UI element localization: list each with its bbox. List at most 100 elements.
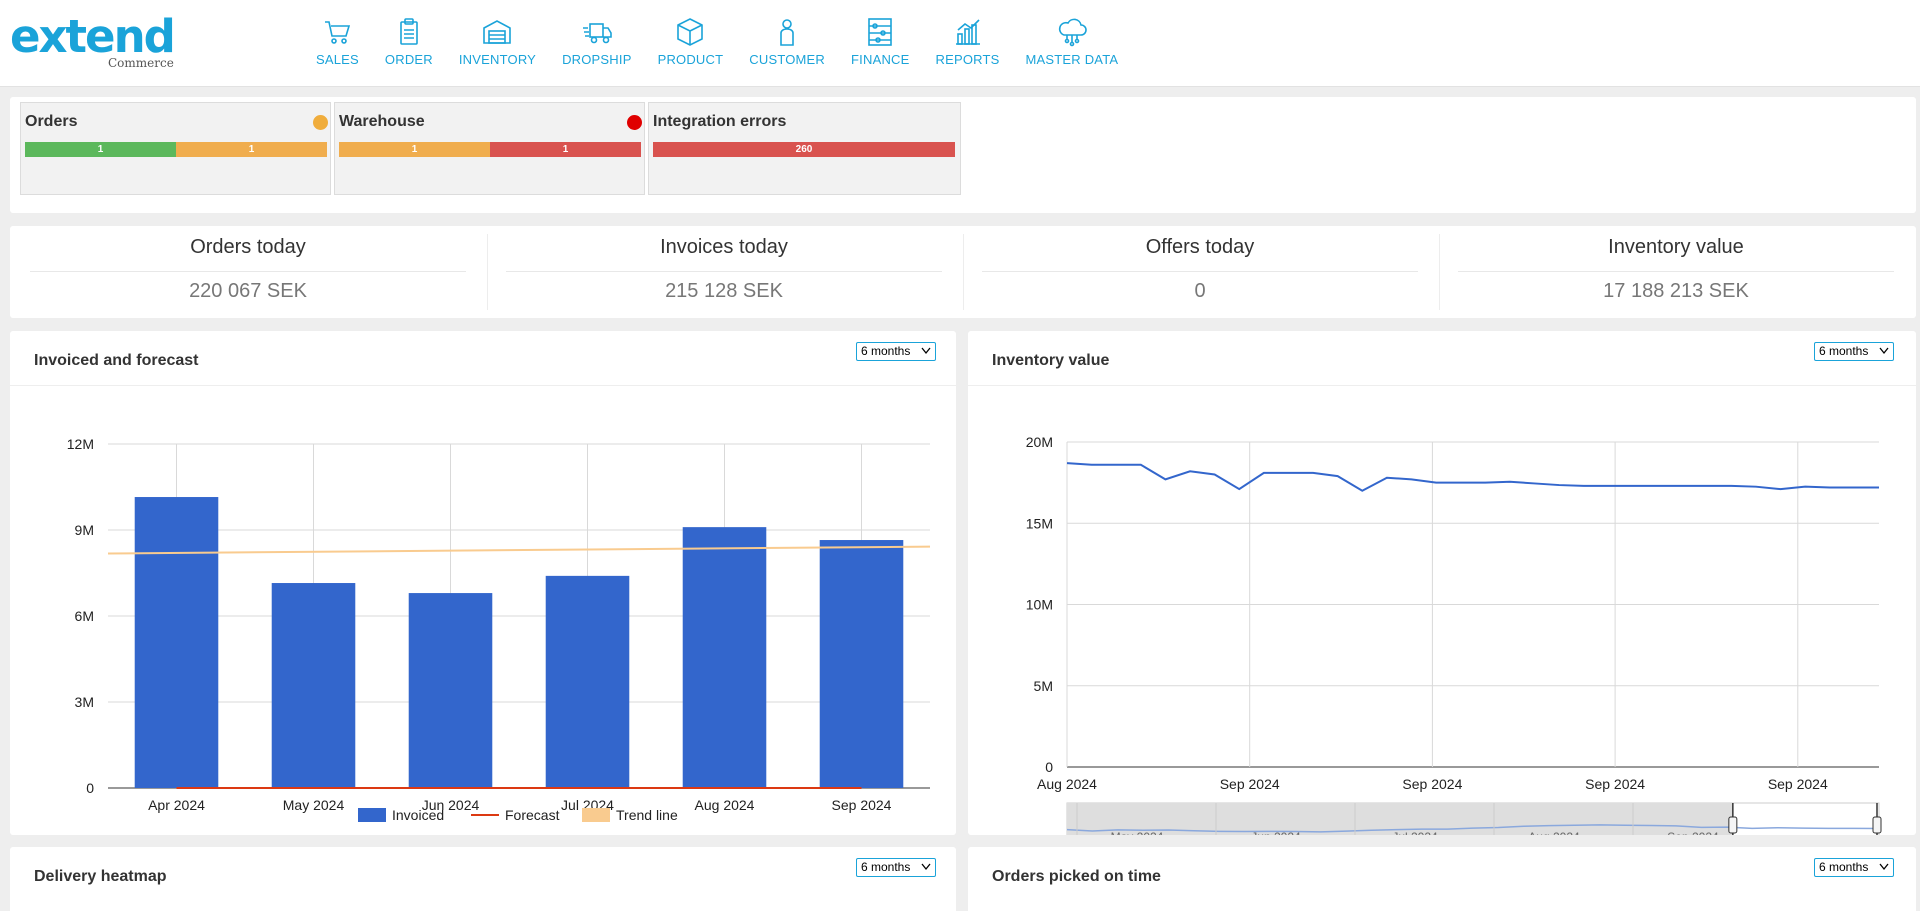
nav-finance[interactable]: FINANCE xyxy=(851,16,909,72)
y-tick-label: 6M xyxy=(75,608,94,624)
status-segment: 260 xyxy=(653,142,955,157)
kpi-divider xyxy=(1458,271,1894,272)
truck-icon xyxy=(582,23,612,44)
nav-label: SALES xyxy=(316,52,359,67)
nav-label: REPORTS xyxy=(935,52,1000,67)
chevron-down-icon xyxy=(1879,863,1889,871)
y-tick-label: 5M xyxy=(1034,678,1053,694)
nav-inventory[interactable]: INVENTORY xyxy=(459,16,536,72)
status-segment: 1 xyxy=(25,142,176,157)
orders-status-card[interactable]: Orders 1 1 xyxy=(20,102,331,195)
nav-customer[interactable]: CUSTOMER xyxy=(749,16,825,72)
invoiced-bar xyxy=(134,497,219,788)
status-bar: 1 1 xyxy=(339,142,641,157)
logo-subtitle: Commerce xyxy=(108,56,174,70)
range-select[interactable]: 6 months xyxy=(1814,858,1894,877)
inventory-value-panel: Inventory value 6 months 0 5M 10M 15M 20M Aug… xyxy=(968,331,1916,835)
navigator-label: Aug 2024 xyxy=(1528,830,1580,835)
x-tick-label: Aug 2024 xyxy=(695,797,755,813)
range-select-value: 6 months xyxy=(861,860,911,874)
status-bar: 260 xyxy=(653,142,955,157)
kpi-separator xyxy=(963,234,964,310)
range-select-value: 6 months xyxy=(1819,860,1869,874)
navigator-label: Jul 2024 xyxy=(1392,830,1438,835)
status-title: Integration errors xyxy=(653,113,787,130)
nav-sales[interactable]: SALES xyxy=(316,16,359,72)
nav-label: PRODUCT xyxy=(657,52,724,67)
kpi-strip: Orders today 220 067 SEK Invoices today … xyxy=(10,226,1916,318)
kpi-divider xyxy=(30,271,466,272)
panel-title: Invoiced and forecast xyxy=(34,352,199,369)
trend-line xyxy=(107,545,931,555)
app-header: extend Commerce SALES ORDER INVENTORY DR… xyxy=(0,0,1920,87)
y-tick-label: 12M xyxy=(67,436,94,452)
y-tick-label: 0 xyxy=(1045,759,1053,775)
x-tick-label: Sep 2024 xyxy=(1220,776,1280,792)
nav-dropship[interactable]: DROPSHIP xyxy=(562,16,632,72)
legend-swatch xyxy=(358,808,386,822)
cloud-icon xyxy=(1058,18,1087,47)
invoiced-bar xyxy=(545,575,630,788)
invoiced-bar xyxy=(819,540,904,788)
legend-label: Forecast xyxy=(505,807,560,823)
status-segment: 1 xyxy=(339,142,490,157)
nav-label: INVENTORY xyxy=(458,52,537,67)
nav-product[interactable]: PRODUCT xyxy=(658,16,724,72)
kpi-title: Offers today xyxy=(1145,236,1255,258)
delivery-heatmap-panel: Delivery heatmap 6 months xyxy=(10,847,956,911)
kpi-value: 0 xyxy=(1194,280,1206,302)
x-tick-label: Sep 2024 xyxy=(1768,776,1828,792)
integration-errors-card[interactable]: Integration errors 260 xyxy=(648,102,961,195)
panel-title: Orders picked on time xyxy=(992,868,1161,885)
kpi-title: Inventory value xyxy=(1608,236,1744,258)
warehouse-icon xyxy=(483,20,512,44)
chevron-down-icon xyxy=(921,347,931,355)
status-dot xyxy=(627,115,642,130)
warehouse-status-card[interactable]: Warehouse 1 1 xyxy=(334,102,645,195)
status-segment: 1 xyxy=(490,142,641,157)
nav-master-data[interactable]: MASTER DATA xyxy=(1026,16,1119,72)
status-dot xyxy=(313,115,328,130)
status-title: Orders xyxy=(25,113,78,130)
chevron-down-icon xyxy=(1879,347,1889,355)
x-tick-label: Apr 2024 xyxy=(148,797,205,813)
y-tick-label: 9M xyxy=(75,522,94,538)
navigator-line xyxy=(1066,824,1880,833)
nav-label: CUSTOMER xyxy=(749,52,826,67)
nav-label: DROPSHIP xyxy=(562,52,632,67)
logo[interactable]: extend Commerce xyxy=(10,14,180,74)
kpi-title: Invoices today xyxy=(660,236,788,258)
x-tick-label: Sep 2024 xyxy=(1402,776,1462,792)
range-select[interactable]: 6 months xyxy=(1814,342,1894,361)
kpi-offers-today: Offers today 0 xyxy=(962,226,1438,318)
nav-label: ORDER xyxy=(384,52,433,67)
navigator-handle xyxy=(1728,816,1738,834)
nav-reports[interactable]: REPORTS xyxy=(936,16,1000,72)
navigator-handle xyxy=(1872,816,1882,834)
kpi-divider xyxy=(982,271,1418,272)
y-tick-label: 10M xyxy=(1026,597,1053,613)
range-select[interactable]: 6 months xyxy=(856,342,936,361)
legend-swatch xyxy=(582,808,610,822)
nav-label: FINANCE xyxy=(851,52,910,67)
x-tick-label: May 2024 xyxy=(283,797,345,813)
y-tick-label: 15M xyxy=(1026,515,1053,531)
kpi-separator xyxy=(1439,234,1440,310)
y-tick-label: 20M xyxy=(1026,434,1053,450)
status-bar: 1 1 xyxy=(25,142,327,157)
range-select[interactable]: 6 months xyxy=(856,858,936,877)
orders-picked-panel: Orders picked on time 6 months xyxy=(968,847,1916,911)
kpi-value: 17 188 213 SEK xyxy=(1603,280,1749,302)
panel-title: Inventory value xyxy=(992,352,1110,369)
box-icon xyxy=(677,18,704,46)
nav-order[interactable]: ORDER xyxy=(385,16,433,72)
range-select-value: 6 months xyxy=(861,344,911,358)
navigator-label: May 2024 xyxy=(1111,830,1164,835)
kpi-orders-today: Orders today 220 067 SEK xyxy=(10,226,486,318)
kpi-divider xyxy=(506,271,942,272)
status-title: Warehouse xyxy=(339,113,425,130)
y-tick-label: 0 xyxy=(86,780,94,796)
invoiced-bar xyxy=(408,593,493,788)
invoiced-forecast-panel: Invoiced and forecast 6 months 0 3M 6M 9M 12… xyxy=(10,331,956,835)
